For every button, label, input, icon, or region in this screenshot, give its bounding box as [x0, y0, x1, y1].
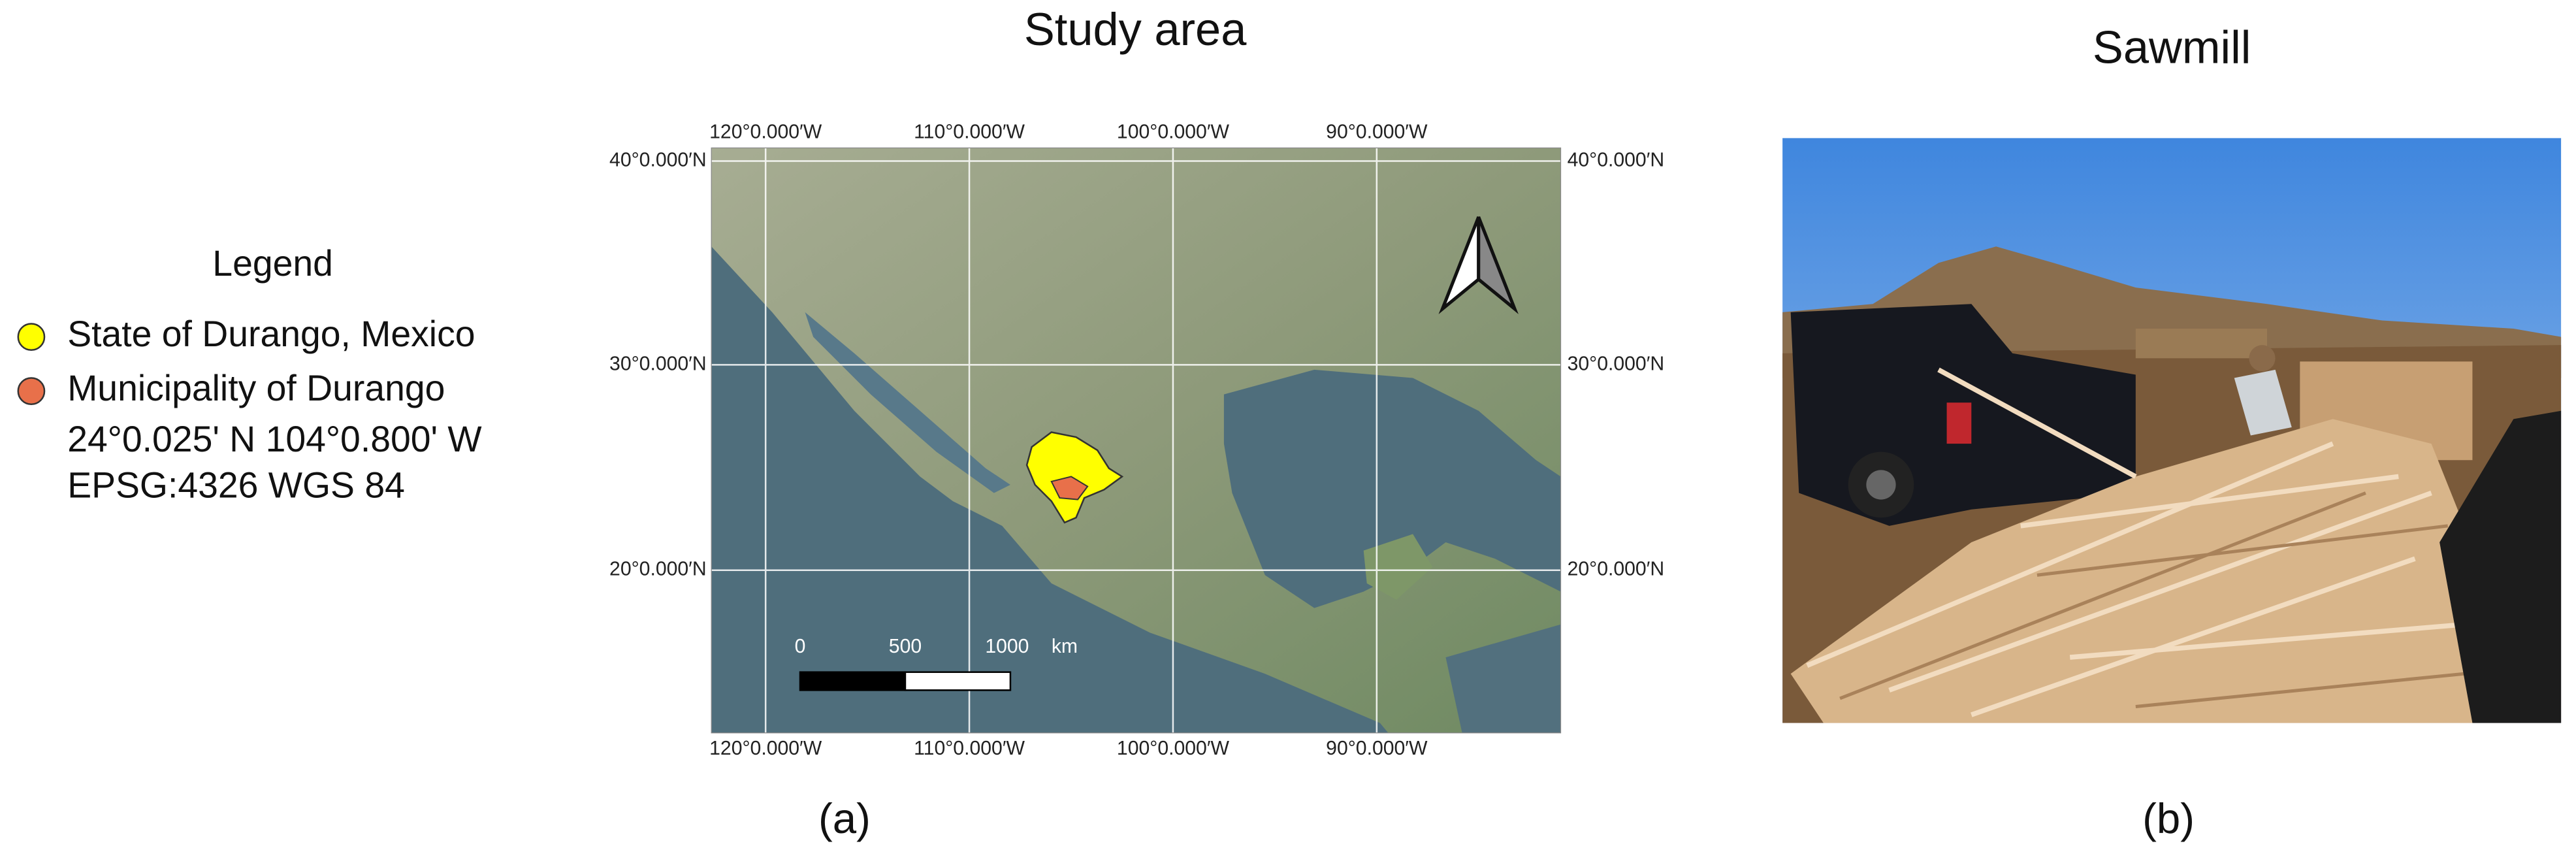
legend-label: State of Durango, Mexico: [67, 314, 475, 354]
lon-label: 120°0.000′W: [709, 122, 822, 143]
lat-label: 40°0.000′N: [1568, 149, 1665, 171]
lon-label: 90°0.000′W: [1326, 122, 1428, 143]
lon-label: 90°0.000′W: [1326, 738, 1428, 759]
coordinates: 24°0.025' N 104°0.800' W: [67, 419, 482, 459]
scale-bar: 0 500 1000 km: [795, 636, 1078, 691]
legend-swatch: [17, 323, 46, 351]
lat-label: 20°0.000′N: [1568, 559, 1665, 580]
caption: (a): [818, 794, 871, 842]
crs: EPSG:4326 WGS 84: [67, 465, 405, 506]
legend-label: Municipality of Durango: [67, 368, 445, 408]
state-durango: [1025, 431, 1124, 524]
lon-label: 110°0.000′W: [914, 738, 1025, 759]
lon-label: 100°0.000′W: [1117, 738, 1230, 759]
legend: Legend State of Durango, Mexico Municipa…: [17, 243, 482, 506]
lon-label: 100°0.000′W: [1117, 122, 1230, 143]
lat-label: 30°0.000′N: [609, 353, 707, 374]
scale-label: 0: [795, 636, 806, 657]
lat-label: 30°0.000′N: [1568, 353, 1665, 374]
lon-label: 110°0.000′W: [914, 122, 1025, 143]
photo: [1782, 138, 2562, 723]
map-labels: 120°0.000′W 120°0.000′W 110°0.000′W 110°0.0…: [609, 122, 1664, 759]
lat-label: 40°0.000′N: [609, 149, 707, 171]
caption: (b): [2142, 794, 2195, 842]
scale-unit: km: [1052, 636, 1078, 657]
north-arrow: [1438, 216, 1519, 314]
municipality-durango: [1050, 476, 1089, 500]
lon-label: 120°0.000′W: [709, 738, 822, 759]
scale-label: 1000: [985, 636, 1029, 657]
legend-swatch: [17, 377, 46, 405]
graticule: [711, 148, 1561, 733]
scale-label: 500: [889, 636, 922, 657]
map-title: Study area: [1024, 3, 1247, 55]
photo-title: Sawmill: [2093, 22, 2251, 73]
map: 0 500 1000 km: [711, 148, 1561, 733]
legend-title: Legend: [212, 243, 333, 284]
lat-label: 20°0.000′N: [609, 559, 707, 580]
